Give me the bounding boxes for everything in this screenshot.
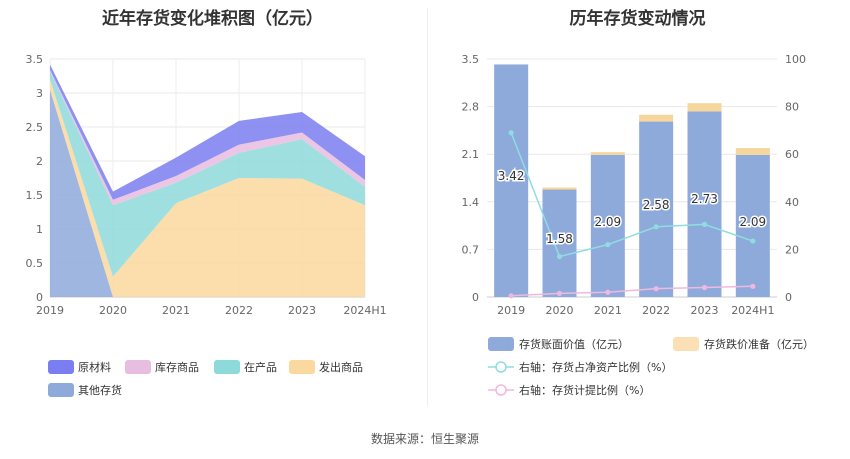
point-ratio_line [508, 130, 514, 136]
y-tick-label: 1.4 [462, 196, 480, 209]
point-provision_line [508, 293, 514, 299]
y-tick-label: 3.5 [26, 53, 44, 66]
bar-book-value [687, 111, 722, 297]
data-label: 2.09 [739, 215, 766, 229]
point-ratio_line [750, 238, 756, 244]
y-tick-label: 2.5 [26, 121, 44, 134]
point-provision_line [556, 290, 563, 297]
x-tick-label: 2020 [546, 304, 574, 317]
area-stock [50, 69, 365, 206]
legend-label-book: 存货账面价值（亿元） [519, 337, 629, 351]
legend-label-provision: 右轴：存货计提比例（%） [519, 383, 650, 397]
data-label-halo: 2.73 [691, 192, 718, 206]
y-tick-label: 0 [36, 291, 43, 304]
y-tick-label: 1 [36, 223, 43, 236]
legend-marker-ratio [495, 361, 507, 373]
point-ratio_line [653, 224, 659, 230]
y-tick-label: 1.5 [26, 189, 44, 202]
data-label: 2.58 [643, 198, 670, 212]
x-tick-label: 2021 [162, 304, 190, 317]
data-label-halo: 2.58 [643, 198, 670, 212]
legend-label-reserve: 存货跌价准备（亿元） [704, 337, 814, 351]
data-label-halo: 3.42 [498, 169, 525, 183]
point-ratio_line [556, 253, 563, 260]
area-raw [50, 64, 365, 200]
legend-swatch-stock [125, 360, 151, 374]
x-tick-label: 2023 [691, 304, 719, 317]
y2-tick-label: 80 [785, 101, 799, 114]
point-provision_line [605, 289, 611, 295]
panel-divider [427, 8, 428, 406]
data-label: 1.58 [546, 232, 573, 246]
y-tick-label: 3.5 [462, 53, 480, 66]
data-source-note: 数据来源：恒生聚源 [370, 432, 479, 446]
bar-reserve [542, 187, 577, 190]
legend-swatch-reserve [673, 337, 699, 351]
legend-swatch-wip [214, 360, 240, 374]
y-tick-label: 0.5 [26, 257, 44, 270]
x-tick-label: 2024H1 [731, 304, 774, 317]
data-label-halo: 2.09 [739, 215, 766, 229]
bar-book-value [494, 64, 529, 297]
y-tick-label: 0.7 [462, 243, 480, 256]
bar-reserve [687, 103, 722, 112]
x-tick-label: 2019 [36, 304, 64, 317]
legend-label-stock: 库存商品 [155, 360, 199, 374]
x-tick-label: 2021 [594, 304, 622, 317]
point-provision_line [750, 283, 756, 289]
x-tick-label: 2020 [99, 304, 127, 317]
bar-line-chart: 0 0.7 1.4 2.1 2.8 3.5 0 20 40 60 80 100 2019 2020 2021… [462, 53, 815, 397]
point-ratio_line [605, 242, 611, 248]
y2-tick-label: 0 [785, 291, 792, 304]
left-chart-title: 近年存货变化堆积图（亿元） [102, 9, 323, 29]
legend-swatch-shipped [289, 360, 315, 374]
area-other [50, 89, 365, 297]
y-tick-label: 2.1 [462, 148, 480, 161]
point-provision_line [701, 284, 708, 291]
legend-label-other: 其他存货 [78, 383, 122, 397]
legend-swatch-other [48, 383, 74, 397]
bar-book-value [590, 154, 625, 297]
area-shipped [50, 79, 365, 298]
legend-label-shipped: 发出商品 [319, 360, 363, 374]
data-label: 2.09 [594, 215, 621, 229]
point-ratio_line [701, 221, 708, 228]
x-tick-label: 2022 [642, 304, 670, 317]
legend-swatch-book [488, 337, 514, 351]
line-ratio_line [510, 132, 754, 258]
data-label: 2.73 [691, 192, 718, 206]
y2-tick-label: 40 [785, 196, 799, 209]
y-tick-label: 0 [472, 291, 479, 304]
legend-label-raw: 原材料 [78, 360, 111, 374]
y2-tick-label: 20 [785, 243, 799, 256]
y-tick-label: 2 [36, 155, 43, 168]
bar-reserve [639, 114, 674, 122]
legend-swatch-raw [48, 360, 74, 374]
y2-tick-label: 100 [785, 53, 806, 66]
data-label-halo: 1.58 [546, 232, 573, 246]
bar-reserve [735, 148, 770, 155]
data-label-halo: 2.09 [594, 215, 621, 229]
y2-tick-label: 60 [785, 148, 799, 161]
point-provision_line [653, 286, 659, 292]
legend-label-wip: 在产品 [244, 360, 277, 374]
legend-label-ratio: 右轴：存货占净资产比例（%） [519, 360, 672, 374]
bar-reserve [590, 152, 625, 155]
x-tick-label: 2023 [288, 304, 316, 317]
area-wip [50, 71, 365, 277]
stacked-area-chart: 0 0.5 1 1.5 2 2.5 3 3.5 2019 2020 2021 2022 2023 2024… [26, 53, 387, 397]
legend-marker-provision [495, 384, 507, 396]
bar-book-value [735, 154, 770, 297]
line-provision_line [511, 285, 753, 297]
data-label: 3.42 [498, 169, 525, 183]
x-tick-label: 2019 [497, 304, 525, 317]
bar-book-value [639, 121, 674, 297]
y-tick-label: 3 [36, 87, 43, 100]
bar-book-value [542, 189, 577, 297]
x-tick-label: 2024H1 [343, 304, 386, 317]
right-chart-title: 历年存货变动情况 [569, 9, 706, 29]
x-tick-label: 2022 [225, 304, 253, 317]
y-tick-label: 2.8 [462, 101, 480, 114]
